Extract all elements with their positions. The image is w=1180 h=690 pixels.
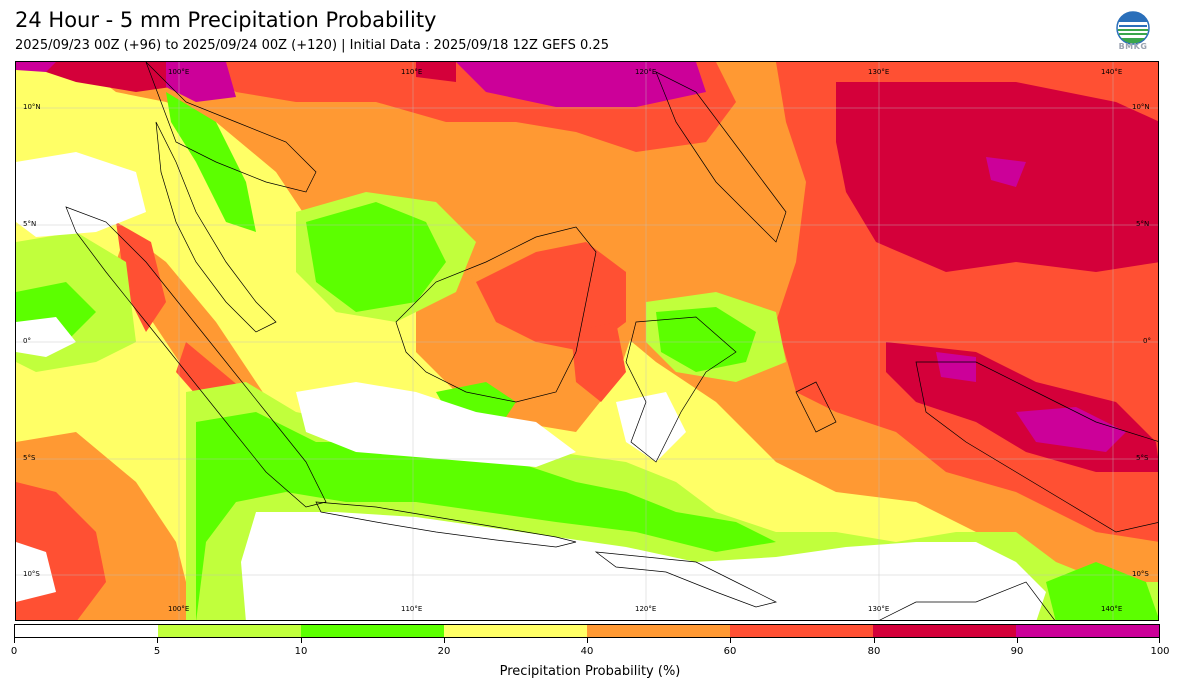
band-90-100-nw xyxy=(16,62,56,72)
page-title: 24 Hour - 5 mm Precipitation Probability xyxy=(15,8,437,32)
colorbar-tick-label: 90 xyxy=(1010,646,1024,657)
coast-nusa-tenggara xyxy=(594,551,778,608)
lat-label-left-0: 0° xyxy=(23,337,31,345)
coast-indochina xyxy=(145,62,317,193)
colorbar-segment xyxy=(444,625,587,637)
colorbar-tick-mark xyxy=(874,638,875,643)
band-90-100-papua2 xyxy=(1016,407,1126,452)
band-80-90-ne xyxy=(416,62,456,82)
lat-label-right-5s: 5°S xyxy=(1136,454,1149,462)
coast-papua xyxy=(915,361,1158,533)
colorbar-tick-mark xyxy=(1017,638,1018,643)
lat-label-left-5n: 5°N xyxy=(23,220,37,228)
colorbar-title: Precipitation Probability (%) xyxy=(499,664,681,679)
colorbar-segment xyxy=(1016,625,1159,637)
colorbar-tick-mark xyxy=(14,638,15,643)
colorbar-segment xyxy=(301,625,444,637)
coast-java xyxy=(315,501,577,548)
precipitation-map: 100°E 110°E 120°E 130°E 140°E 100°E 110°… xyxy=(15,61,1159,621)
colorbar-tick-label: 0 xyxy=(10,646,18,657)
band-90-100-nw2 xyxy=(166,62,236,102)
colorbar xyxy=(14,624,1160,638)
band-10-20-sea xyxy=(1046,562,1158,620)
lon-label-bottom-130: 130°E xyxy=(868,605,890,613)
page-subtitle: 2025/09/23 00Z (+96) to 2025/09/24 00Z (… xyxy=(15,38,609,53)
lat-label-right-10s: 10°S xyxy=(1132,570,1149,578)
lon-label-bottom-140: 140°E xyxy=(1101,605,1123,613)
lon-label-top-110: 110°E xyxy=(401,68,423,76)
lon-label-bottom-100: 100°E xyxy=(168,605,190,613)
lat-label-right-5n: 5°N xyxy=(1136,220,1150,228)
coast-sumatra xyxy=(65,206,327,508)
coast-maluku xyxy=(795,381,837,433)
colorbar-tick-label: 20 xyxy=(437,646,451,657)
colorbar-tick-mark xyxy=(444,638,445,643)
lat-label-left-5s: 5°S xyxy=(23,454,36,462)
logo-text: BMKG xyxy=(1118,42,1148,51)
colorbar-tick-mark xyxy=(730,638,731,643)
band-0-5-west2 xyxy=(16,317,76,357)
band-60-80-sumatra xyxy=(116,222,166,332)
band-10-20-south xyxy=(196,412,776,620)
lon-label-top-120: 120°E xyxy=(635,68,657,76)
graticule xyxy=(16,62,1158,620)
band-0-5-sw xyxy=(16,542,56,602)
band-10-20-sumatra xyxy=(166,92,256,232)
coast-australia xyxy=(879,581,1055,620)
colorbar-segment xyxy=(873,625,1016,637)
band-0-5-flores xyxy=(616,392,686,462)
colorbar-tick-mark xyxy=(157,638,158,643)
colorbar-segment xyxy=(15,625,158,637)
coast-malay-peninsula xyxy=(155,121,277,333)
colorbar-tick-label: 100 xyxy=(1150,646,1170,657)
lon-label-top-100: 100°E xyxy=(168,68,190,76)
lat-label-right-0: 0° xyxy=(1143,337,1151,345)
colorbar-tick-label: 5 xyxy=(153,646,161,657)
lat-label-left-10s: 10°S xyxy=(23,570,40,578)
coastlines xyxy=(65,62,1158,620)
band-0-5-south xyxy=(241,512,1046,620)
lat-label-left-10n: 10°N xyxy=(23,103,41,111)
band-60-80-borneo xyxy=(476,242,626,352)
band-90-100-pac xyxy=(986,157,1026,187)
colorbar-segment xyxy=(158,625,301,637)
band-0-5-west xyxy=(16,152,146,237)
map-canvas xyxy=(16,62,1158,620)
coast-sulawesi xyxy=(625,316,737,463)
bmkg-logo-icon xyxy=(1116,11,1150,45)
band-10-20-center xyxy=(306,202,446,312)
colorbar-tick-mark xyxy=(1159,638,1160,643)
coast-borneo xyxy=(395,226,597,403)
coast-philippines xyxy=(655,71,787,243)
lon-label-top-140: 140°E xyxy=(1101,68,1123,76)
colorbar-tick-label: 40 xyxy=(580,646,594,657)
lat-label-right-10n: 10°N xyxy=(1132,103,1150,111)
lon-label-bottom-120: 120°E xyxy=(635,605,657,613)
band-90-100-papua xyxy=(936,352,976,382)
colorbar-tick-label: 80 xyxy=(867,646,881,657)
colorbar-tick-mark xyxy=(587,638,588,643)
colorbar-tick-label: 10 xyxy=(294,646,308,657)
colorbar-tick-mark xyxy=(301,638,302,643)
colorbar-tick-label: 60 xyxy=(723,646,737,657)
band-90-100-north xyxy=(456,62,706,107)
band-80-90-nw xyxy=(16,62,206,92)
lon-label-bottom-110: 110°E xyxy=(401,605,423,613)
lon-label-top-130: 130°E xyxy=(868,68,890,76)
colorbar-segment xyxy=(730,625,873,637)
band-0-5-javasea xyxy=(296,382,576,467)
colorbar-segment xyxy=(587,625,730,637)
